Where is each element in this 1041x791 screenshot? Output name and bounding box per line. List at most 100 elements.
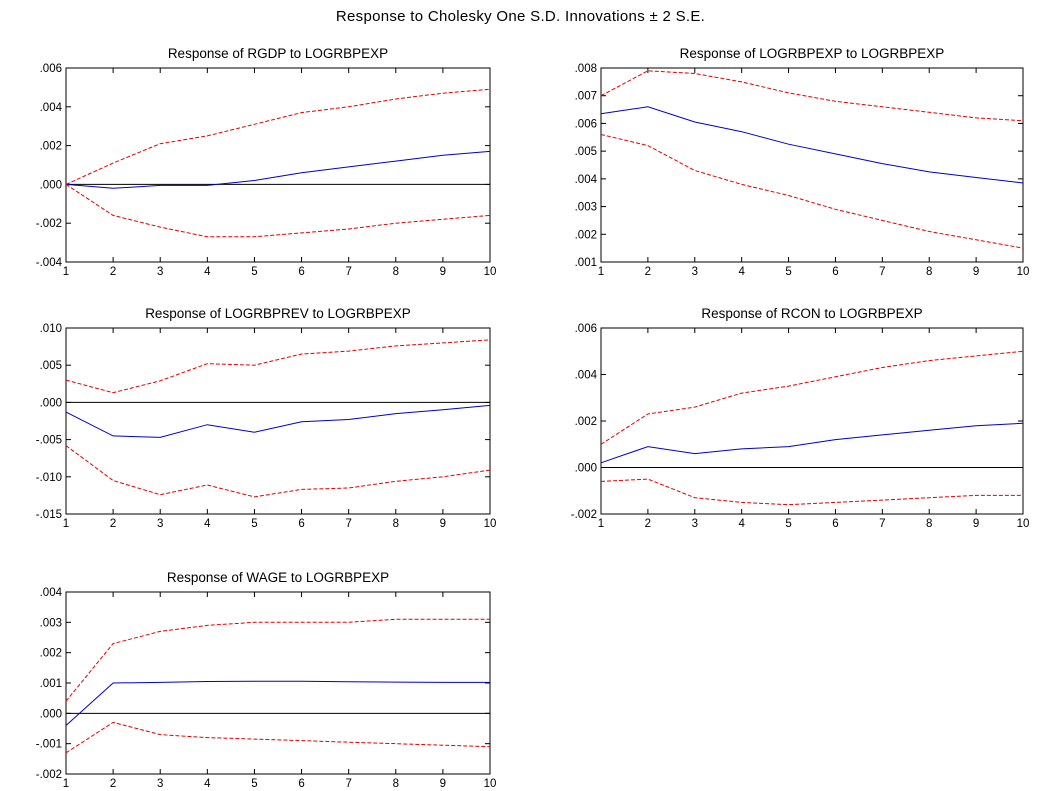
series-line-lower [600, 478, 1023, 506]
y-tick-label: .000 [575, 463, 597, 475]
panel-title: Response of RCON to LOGRBPEXP [701, 306, 922, 321]
x-tick-label: 4 [738, 266, 745, 278]
x-tick-label: 4 [204, 518, 211, 530]
x-tick-label: 8 [926, 518, 932, 530]
x-tick-label: 6 [832, 518, 838, 530]
x-tick-label: 9 [440, 518, 446, 530]
panel-title: Response of LOGRBPEXP to LOGRBPEXP [680, 46, 945, 61]
x-tick-label: 9 [973, 266, 979, 278]
x-tick-label: 1 [63, 778, 69, 790]
series-line-response [65, 150, 491, 189]
plot-frame [600, 67, 1024, 263]
figure-title: Response to Cholesky One S.D. Innovation… [335, 8, 706, 25]
y-tick-label: -.010 [36, 472, 62, 484]
y-tick-label: .003 [575, 202, 597, 214]
y-tick-label: -.004 [36, 257, 63, 269]
x-tick-label: 5 [251, 778, 257, 790]
plot-frame [65, 327, 491, 515]
y-tick-label: .004 [575, 370, 598, 382]
panel-title: Response of RGDP to LOGRBPEXP [168, 46, 388, 61]
series-line-lower [65, 721, 491, 754]
x-tick-label: 4 [204, 266, 211, 278]
x-tick-label: 6 [832, 266, 838, 278]
series-line-response [600, 106, 1024, 184]
y-tick-label: .003 [40, 617, 62, 629]
y-tick-label: .002 [575, 416, 597, 428]
x-tick-label: 5 [251, 518, 257, 530]
y-tick-label: .004 [40, 102, 63, 114]
x-tick-label: 7 [879, 266, 885, 278]
series-line-lower [65, 183, 491, 238]
x-tick-label: 6 [298, 266, 304, 278]
y-tick-label: .001 [40, 678, 62, 690]
series-line-upper [600, 70, 1024, 122]
x-tick-label: 10 [1017, 518, 1030, 530]
x-tick-label: 4 [204, 778, 211, 790]
panel-title: Response of LOGRBPREV to LOGRBPEXP [145, 306, 411, 321]
x-tick-label: 5 [785, 518, 791, 530]
x-tick-label: 2 [110, 266, 116, 278]
y-tick-label: .006 [575, 323, 597, 335]
x-tick-label: 8 [393, 266, 399, 278]
x-tick-label: 1 [598, 518, 604, 530]
panel-logrbpexp: Response of LOGRBPEXP to LOGRBPEXP .001 .0… [575, 46, 1030, 278]
x-tick-label: 3 [157, 518, 163, 530]
y-tick-label: .005 [40, 360, 62, 372]
x-tick-label: 7 [345, 518, 351, 530]
y-tick-label: .001 [575, 257, 597, 269]
y-tick-label: -.001 [36, 739, 62, 751]
y-tick-label: -.005 [36, 435, 62, 447]
y-tick-label: .004 [40, 587, 63, 599]
x-tick-label: 3 [692, 266, 698, 278]
series-line-response [600, 422, 1024, 464]
x-tick-label: 5 [251, 266, 257, 278]
x-tick-label: 7 [879, 518, 885, 530]
y-tick-label: .006 [40, 63, 62, 75]
panel-rgdp: Response of RGDP to LOGRBPEXP -.004 -.002.… [36, 46, 497, 278]
y-tick-label: .002 [575, 229, 597, 241]
series-line-upper [65, 618, 490, 702]
y-tick-label: .000 [40, 397, 62, 409]
series-line-upper [65, 88, 491, 185]
panel-title: Response of WAGE to LOGRBPEXP [167, 570, 389, 585]
panel-rcon: Response of RCON to LOGRBPEXP -.002 .000 .0… [571, 306, 1030, 530]
x-tick-label: 10 [1017, 266, 1030, 278]
x-tick-label: 7 [345, 778, 351, 790]
x-tick-label: 1 [598, 266, 604, 278]
x-tick-label: 1 [63, 266, 69, 278]
y-tick-label: .000 [40, 708, 62, 720]
x-tick-label: 9 [440, 778, 446, 790]
x-tick-label: 10 [484, 778, 497, 790]
x-tick-label: 2 [645, 266, 651, 278]
x-tick-label: 5 [785, 266, 791, 278]
series-line-response [65, 680, 490, 726]
panel-wage: Response of WAGE to LOGRBPEXP -.002 -.001.… [36, 570, 497, 790]
series-line-lower [65, 445, 491, 498]
x-tick-label: 3 [157, 778, 163, 790]
y-tick-label: .004 [575, 174, 598, 186]
y-tick-label: -.015 [36, 509, 62, 521]
y-tick-label: .000 [40, 179, 62, 191]
x-tick-label: 3 [692, 518, 698, 530]
x-tick-label: 9 [973, 518, 979, 530]
y-tick-label: -.002 [571, 509, 597, 521]
x-tick-label: 8 [393, 778, 399, 790]
y-tick-label: .007 [575, 91, 597, 103]
y-tick-label: .002 [40, 648, 62, 660]
y-tick-label: .010 [40, 323, 62, 335]
x-tick-label: 6 [298, 778, 304, 790]
series-line-response [65, 404, 491, 438]
x-tick-label: 2 [110, 518, 116, 530]
x-tick-label: 9 [440, 266, 446, 278]
y-tick-label: -.002 [36, 769, 62, 781]
y-tick-label: -.002 [36, 218, 62, 230]
x-tick-label: 7 [345, 266, 351, 278]
y-tick-label: .006 [575, 118, 597, 130]
x-tick-label: 8 [393, 518, 399, 530]
y-tick-label: .008 [575, 63, 597, 75]
series-line-upper [600, 350, 1024, 445]
panel-logrbprev: Response of LOGRBPREV to LOGRBPEXP -.015 -… [36, 306, 497, 530]
plot-frame [65, 67, 491, 263]
x-tick-label: 8 [926, 266, 932, 278]
